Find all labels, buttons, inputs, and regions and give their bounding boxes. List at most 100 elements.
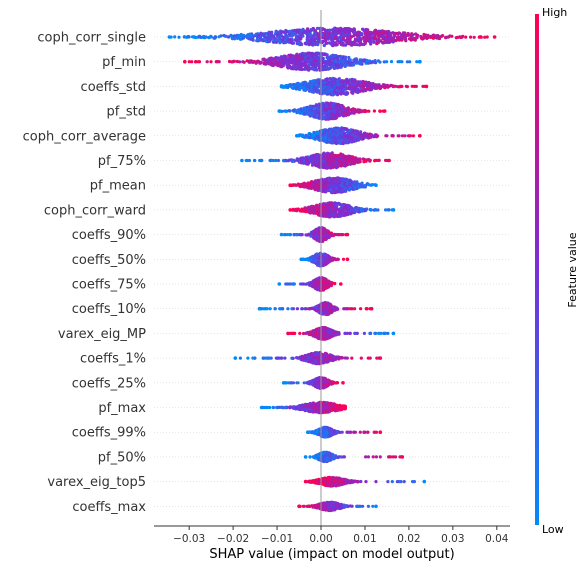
shap-point: [328, 154, 332, 158]
shap-point: [345, 212, 349, 216]
shap-point: [364, 61, 368, 65]
shap-point: [336, 38, 340, 42]
shap-point: [309, 82, 313, 86]
shap-point: [313, 205, 317, 209]
shap-point: [441, 34, 445, 38]
shap-point: [344, 33, 348, 37]
shap-point: [483, 35, 487, 39]
shap-point: [328, 138, 332, 142]
shap-point: [338, 31, 342, 35]
shap-point: [337, 233, 341, 237]
shap-point: [375, 135, 379, 139]
shap-point: [324, 103, 328, 107]
shap-point: [349, 29, 353, 33]
shap-point: [269, 60, 273, 64]
shap-point: [323, 135, 327, 139]
shap-point: [338, 153, 342, 157]
shap-point: [242, 33, 246, 38]
shap-point: [282, 61, 286, 65]
shap-point: [384, 208, 388, 212]
shap-point: [348, 178, 352, 183]
shap-point: [322, 86, 326, 90]
shap-point: [316, 236, 320, 240]
shap-point: [256, 33, 260, 37]
shap-point: [295, 85, 299, 90]
shap-point: [370, 32, 374, 36]
shap-point-extreme: [424, 84, 429, 89]
shap-point: [335, 88, 339, 92]
shap-point: [408, 60, 412, 64]
shap-point: [321, 40, 325, 44]
shap-point: [338, 161, 342, 165]
shap-point: [329, 79, 333, 83]
shap-point: [323, 230, 327, 234]
shap-point-extreme: [418, 134, 422, 138]
shap-point: [288, 83, 292, 87]
shap-point: [323, 213, 327, 217]
shap-point: [366, 28, 370, 32]
shap-point: [347, 111, 351, 115]
shap-point: [373, 159, 377, 163]
shap-point: [331, 208, 335, 212]
shap-point: [330, 213, 335, 217]
shap-point: [295, 35, 299, 40]
shap-point: [329, 65, 333, 70]
shap-point: [278, 40, 283, 44]
shap-point: [350, 79, 355, 83]
shap-point: [314, 51, 318, 55]
shap-point: [267, 39, 271, 44]
shap-point: [356, 206, 360, 210]
shap-point: [287, 65, 291, 70]
shap-point: [299, 209, 303, 213]
shap-point: [265, 36, 270, 40]
shap-point: [295, 233, 299, 237]
shap-point: [460, 35, 464, 39]
shap-point-extreme: [492, 35, 497, 39]
shap-point: [341, 257, 346, 261]
shap-point: [323, 237, 327, 241]
shap-point: [394, 39, 398, 43]
feature-points: [279, 76, 429, 97]
shap-point: [322, 178, 327, 182]
shap-point: [339, 106, 343, 110]
shap-point: [287, 53, 291, 57]
shap-point: [300, 183, 304, 188]
shap-point: [314, 83, 318, 87]
shap-point: [348, 58, 352, 62]
shap-point: [321, 36, 325, 40]
shap-point: [366, 61, 370, 65]
shap-point: [333, 31, 337, 36]
shap-point: [367, 81, 371, 85]
shap-point: [334, 157, 338, 161]
shap-point: [477, 35, 481, 39]
shap-point: [431, 36, 435, 40]
shap-point: [327, 89, 331, 93]
shap-point: [335, 79, 340, 83]
shap-point: [323, 164, 327, 168]
shap-point: [312, 90, 316, 94]
shap-point: [298, 82, 302, 86]
shap-point: [355, 59, 359, 64]
shap-point: [403, 34, 408, 38]
shap-point: [335, 86, 339, 90]
shap-point: [317, 37, 321, 41]
shap-point: [247, 37, 251, 41]
shap-point: [337, 214, 341, 218]
shap-point: [385, 34, 389, 39]
shap-point: [306, 27, 310, 31]
shap-point: [333, 43, 337, 47]
shap-point: [186, 35, 191, 39]
shap-point: [328, 28, 332, 32]
shap-point: [400, 84, 404, 88]
shap-point: [313, 62, 317, 66]
shap-point: [322, 202, 326, 206]
shap-point: [373, 35, 377, 40]
shap-point: [334, 178, 338, 182]
shap-point: [345, 203, 350, 207]
shap-point: [271, 34, 275, 38]
shap-point: [372, 40, 376, 44]
shap-point: [324, 206, 328, 210]
shap-point: [346, 86, 350, 91]
shap-point: [282, 159, 286, 163]
shap-point: [435, 36, 439, 40]
